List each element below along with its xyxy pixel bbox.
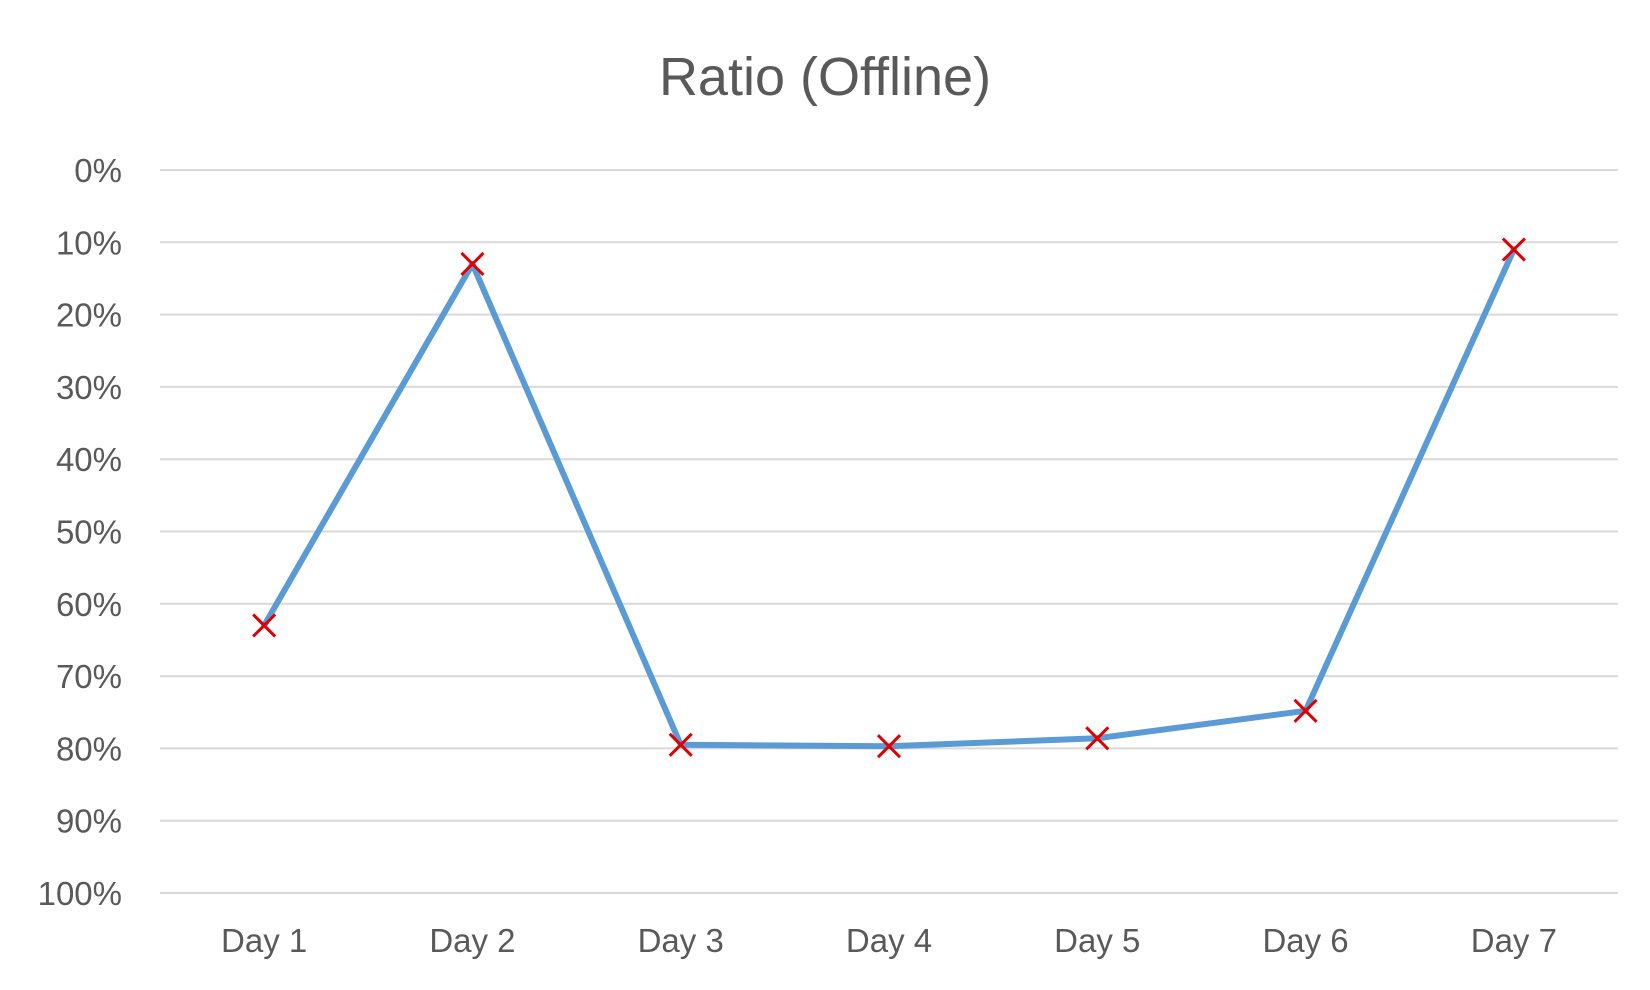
- data-point: [1293, 698, 1318, 723]
- y-tick-label: 70%: [56, 658, 122, 695]
- chart-title: Ratio (Offline): [659, 47, 991, 107]
- y-tick-label: 60%: [56, 586, 122, 623]
- data-point: [252, 613, 277, 638]
- y-tick-label: 50%: [56, 514, 122, 551]
- markers: [252, 237, 1526, 759]
- data-point: [668, 732, 693, 757]
- y-tick-label: 30%: [56, 369, 122, 406]
- x-tick-label: Day 6: [1262, 922, 1348, 959]
- x-tick-label: Day 5: [1054, 922, 1140, 959]
- y-tick-label: 20%: [56, 297, 122, 334]
- y-tick-label: 40%: [56, 441, 122, 478]
- data-point: [876, 734, 902, 759]
- x-tick-label: Day 2: [429, 922, 515, 959]
- data-point: [1501, 237, 1526, 262]
- x-tick-label: Day 1: [221, 922, 307, 959]
- x-tick-label: Day 3: [638, 922, 724, 959]
- y-tick-label: 100%: [38, 875, 122, 912]
- data-point: [460, 251, 485, 277]
- x-tick-label: Day 4: [846, 922, 932, 959]
- data-point: [1085, 726, 1110, 751]
- y-axis-ticks: 0% 10% 20% 30% 40% 50% 60% 70% 80% 90% 100%: [38, 152, 122, 912]
- y-tick-label: 80%: [56, 730, 122, 767]
- x-tick-label: Day 7: [1471, 922, 1557, 959]
- y-tick-label: 0%: [74, 152, 122, 189]
- x-axis-ticks: Day 1 Day 2 Day 3 Day 4 Day 5 Day 6 Day 7: [221, 922, 1557, 959]
- y-tick-label: 90%: [56, 803, 122, 840]
- y-tick-label: 10%: [56, 224, 122, 261]
- gridlines: [160, 169, 1618, 894]
- series-line: [261, 246, 1517, 750]
- series: [261, 246, 1517, 750]
